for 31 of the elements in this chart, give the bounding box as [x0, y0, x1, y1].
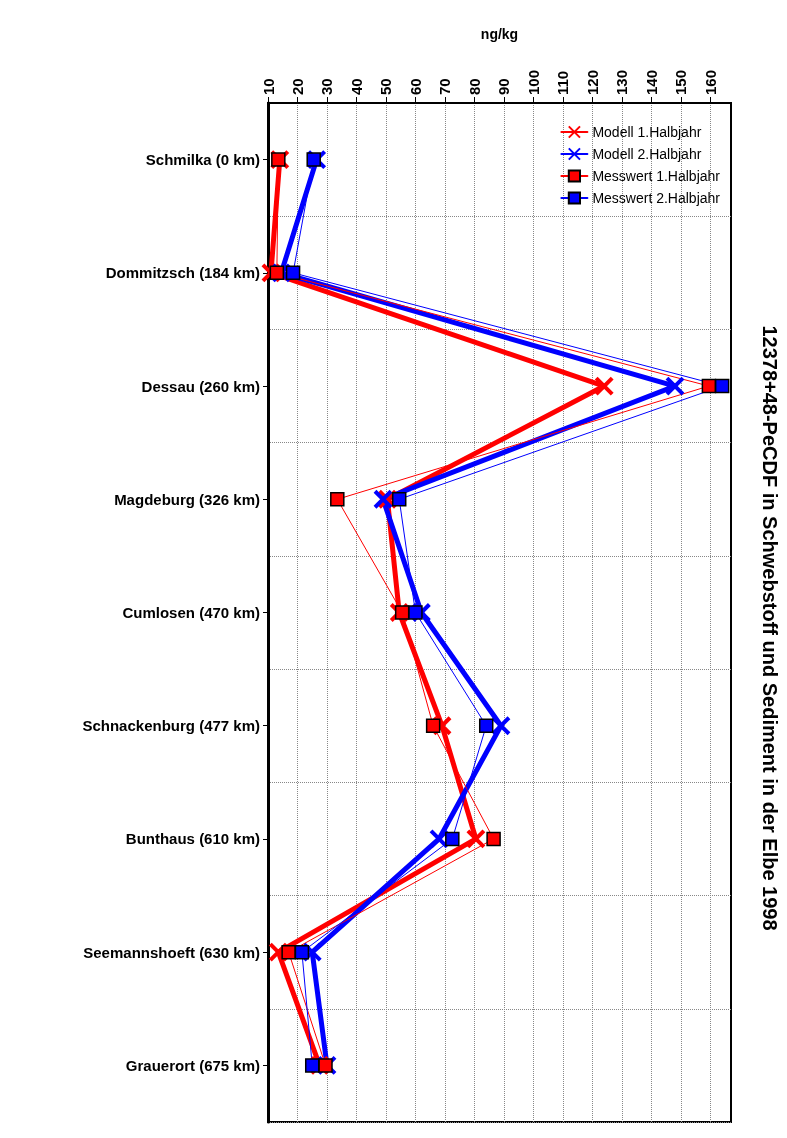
x-tick-label: 80 — [465, 78, 483, 95]
x-tick-label: 20 — [288, 78, 306, 95]
x-tick-label: 130 — [613, 69, 631, 95]
x-tick-label: 90 — [495, 78, 513, 95]
y-tick-label: Bunthaus (610 km) — [125, 830, 260, 848]
y-tick-label: Magdeburg (326 km) — [114, 490, 260, 508]
x-tick-label: 100 — [524, 69, 542, 95]
x-tick-label: 10 — [259, 78, 277, 95]
x-tick-label: 160 — [701, 69, 719, 95]
y-tick-label: Dommitzsch (184 km) — [105, 264, 260, 282]
x-tick-label: 30 — [318, 78, 336, 95]
x-tick-label: 50 — [377, 78, 395, 95]
legend-label: Messwert 2.Halbjahr — [592, 190, 721, 206]
x-tick-label: 60 — [406, 78, 424, 95]
text: 12378+48-PeCDF in Schwebstoff und Sediment in der Elbe 1998 — [759, 325, 781, 931]
x-tick-label: 140 — [642, 69, 660, 95]
y-tick-label: Dessau (260 km) — [141, 377, 260, 395]
x-tick-label: 120 — [583, 69, 601, 95]
x-tick-label: 110 — [554, 70, 572, 95]
x-axis-title: ng/kg — [480, 26, 519, 42]
legend-label: Modell 1.Halbjahr — [592, 124, 702, 140]
x-tick-label: 40 — [347, 78, 365, 95]
x-tick-label: 150 — [672, 69, 690, 95]
y-tick-label: Schmilka (0 km) — [145, 151, 260, 169]
y-tick-label: Cumlosen (470 km) — [122, 604, 260, 621]
y-tick-label: Schnackenburg (477 km) — [82, 717, 260, 735]
legend-label: Modell 2.Halbjahr — [592, 146, 702, 162]
y-tick-label: Grauerort (675 km) — [125, 1056, 260, 1074]
x-tick-label: 70 — [436, 78, 454, 95]
y-tick-label: Seemannshoeft (630 km) — [83, 943, 260, 961]
legend-label: Messwert 1.Halbjahr — [592, 168, 721, 184]
